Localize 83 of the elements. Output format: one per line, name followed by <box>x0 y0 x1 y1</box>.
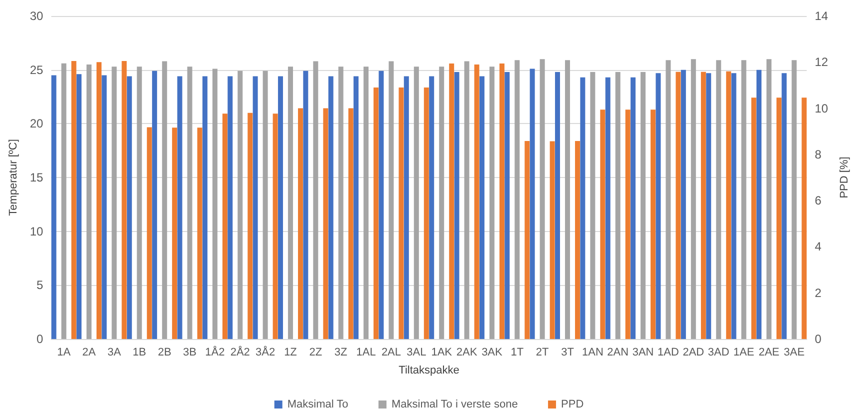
x-tick-label: 1Å2 <box>205 346 225 358</box>
x-tick-label: 1AL <box>356 346 376 358</box>
x-tick-label: 2AK <box>456 346 478 358</box>
bar <box>262 70 268 339</box>
x-tick-label: 1Z <box>284 346 298 358</box>
bar <box>86 64 92 339</box>
x-tick-label: 2B <box>158 346 172 358</box>
bar <box>338 66 344 339</box>
x-tick-label: 2AL <box>381 346 402 358</box>
x-tick-label: 1AD <box>658 346 679 358</box>
y-tick-label: 30 <box>30 9 44 23</box>
bar <box>615 72 620 339</box>
bar <box>238 70 243 339</box>
bar <box>666 60 671 339</box>
x-tick-label: 3AN <box>632 346 654 358</box>
bar <box>364 66 369 339</box>
y-tick-label: 5 <box>36 278 44 292</box>
y-axis-title: Temperatur [ºC] <box>8 139 20 216</box>
x-tick-label: 3A <box>107 346 122 358</box>
y-tick-label: 0 <box>36 332 44 346</box>
x-tick-label: 3Z <box>334 346 348 358</box>
bar <box>690 59 696 339</box>
bar <box>388 61 394 339</box>
y2-tick-label: 2 <box>814 286 822 300</box>
y-tick-label: 15 <box>30 170 44 184</box>
bar <box>51 75 56 339</box>
bar <box>112 66 117 339</box>
bar <box>802 98 807 339</box>
y2-axis-title: PPD [%] <box>838 156 850 198</box>
legend-label: Maksimal To i verste sone <box>391 398 518 410</box>
x-tick-label: 2AE <box>758 346 780 358</box>
x-tick-label: 2Å2 <box>230 346 250 358</box>
bar <box>61 63 66 339</box>
bar <box>136 66 142 339</box>
bar <box>565 60 570 339</box>
y2-tick-label: 10 <box>814 101 828 116</box>
x-tick-label: 3Å2 <box>256 346 276 358</box>
x-tick-label: 2T <box>536 346 550 358</box>
y-tick-label: 20 <box>30 116 44 131</box>
x-tick-label: 2A <box>82 346 96 358</box>
x-tick-label: 3AD <box>708 346 730 358</box>
bar <box>162 61 168 339</box>
bar <box>716 60 722 339</box>
y2-tick-label: 0 <box>814 332 822 346</box>
x-tick-label: 3AL <box>406 346 426 358</box>
bar <box>792 60 797 339</box>
x-axis-title: Tiltakspakke <box>398 364 460 376</box>
x-tick-label: 3AE <box>784 346 805 358</box>
y-tick-label: 25 <box>30 62 44 77</box>
x-tick-label: 1AE <box>733 346 754 358</box>
x-tick-label: 1B <box>132 346 146 358</box>
x-tick-label: 1T <box>510 346 524 358</box>
bar <box>590 72 596 339</box>
bar <box>187 66 192 339</box>
bar <box>212 68 218 339</box>
y2-tick-label: 4 <box>814 240 822 254</box>
x-tick-label: 2Z <box>309 346 322 358</box>
x-tick-label: 3T <box>561 346 574 358</box>
bar <box>313 61 318 339</box>
x-tick-label: 1AN <box>582 346 604 358</box>
y2-tick-label: 14 <box>814 9 828 23</box>
bar <box>439 66 444 339</box>
bar <box>288 66 293 339</box>
bar <box>741 60 746 339</box>
y2-tick-label: 6 <box>814 194 822 208</box>
bar <box>766 59 772 339</box>
x-tick-label: 1AK <box>431 346 453 358</box>
bar <box>540 59 545 339</box>
bar <box>640 72 646 339</box>
x-tick-label: 3AK <box>482 346 504 358</box>
y2-tick-label: 8 <box>814 147 822 162</box>
x-tick-label: 1A <box>57 346 72 358</box>
legend-label: PPD <box>561 398 584 410</box>
legend-label: Maksimal To <box>287 398 348 410</box>
x-tick-label: 2AD <box>682 346 704 358</box>
y-tick-label: 10 <box>30 224 44 238</box>
bar <box>464 61 470 339</box>
bar <box>489 66 494 339</box>
x-tick-label: 2AN <box>607 346 629 358</box>
bar <box>514 60 520 339</box>
x-tick-label: 3B <box>183 346 196 358</box>
y2-tick-label: 12 <box>814 55 828 70</box>
bar <box>414 66 419 339</box>
